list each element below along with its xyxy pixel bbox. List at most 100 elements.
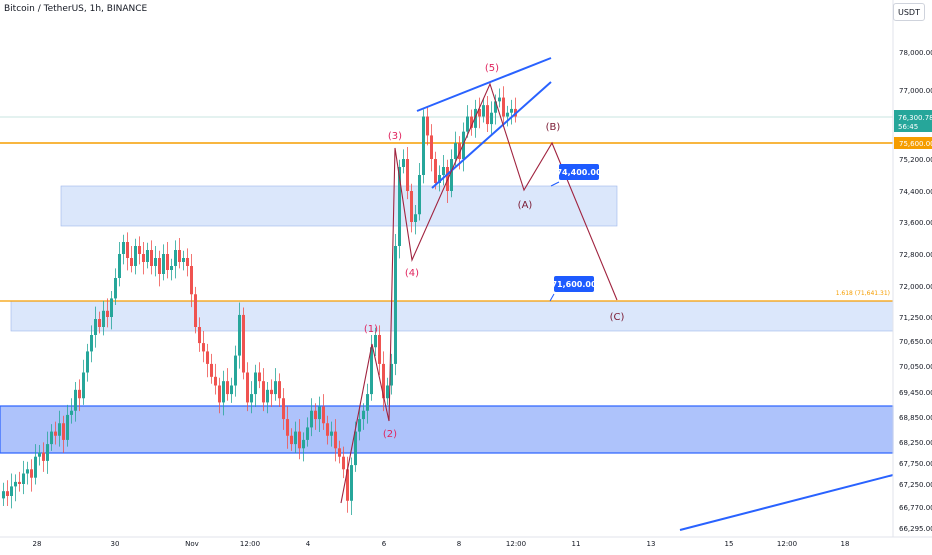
wave-label: (1) (364, 324, 378, 335)
candle-body (122, 242, 125, 254)
candle-body (186, 258, 189, 266)
target-label-box (554, 276, 594, 292)
wave-label: (C) (610, 312, 625, 323)
channel-upper-line (416, 57, 552, 112)
candle-body (150, 250, 153, 266)
candle-body (238, 314, 241, 356)
candle-body (282, 398, 285, 420)
candle-body (206, 351, 209, 364)
wave-label: (3) (388, 131, 402, 142)
candle-body (178, 250, 181, 262)
price-axis-tick: 67,750.00 (899, 460, 932, 468)
symbol-title: Bitcoin / TetherUS, 1h, BINANCE (4, 4, 148, 14)
candle-body (78, 389, 81, 399)
candle-body (138, 246, 141, 254)
candle-body (10, 486, 13, 496)
candle-body (142, 254, 145, 262)
candle-body (130, 258, 133, 266)
candle-body (6, 491, 9, 496)
candle-body (290, 435, 293, 445)
candle-body (346, 469, 349, 501)
candle-body (462, 131, 465, 159)
candle-body (322, 406, 325, 424)
elliott-wave-path (340, 82, 618, 504)
candle-body (414, 214, 417, 222)
candle-body (250, 394, 253, 403)
candle-body (486, 105, 489, 125)
candle-body (106, 310, 109, 317)
candle-body (82, 372, 85, 399)
candle-body (270, 389, 273, 395)
candle-body (450, 159, 453, 191)
candle-body (210, 363, 213, 377)
target-pointer (549, 293, 555, 302)
candle-body (394, 246, 397, 364)
candle-body (422, 116, 425, 175)
candle-body (58, 423, 61, 436)
price-axis-tick: 70,050.00 (899, 363, 932, 371)
candle-body (54, 431, 57, 436)
candle-body (318, 406, 321, 420)
current-price-value: 76,300.78 (898, 114, 932, 122)
candle-body (154, 258, 157, 266)
candle-body (50, 431, 53, 445)
trend-line-bottom (679, 474, 894, 531)
candle-body (114, 278, 117, 299)
candle-body (254, 372, 257, 395)
candle-body (230, 385, 233, 395)
candle-body (86, 351, 89, 373)
level-price-tag-text: 75,600.00 (899, 140, 932, 148)
candle-body (98, 319, 101, 327)
candle-body (42, 452, 45, 461)
current-price-countdown: 56:45 (898, 123, 918, 131)
candle-body (90, 335, 93, 352)
candle-body (234, 355, 237, 386)
candle-body (478, 108, 481, 117)
candle-body (354, 431, 357, 466)
candle-body (102, 310, 105, 327)
candle-body (494, 101, 497, 113)
wave-label: (2) (383, 429, 397, 440)
time-axis-tick: 12:00 (777, 540, 797, 548)
candle-body (46, 444, 49, 461)
candle-body (490, 112, 493, 125)
candle-body (246, 372, 249, 403)
price-axis-tick: 69,450.00 (899, 389, 932, 397)
time-axis-tick: 30 (111, 540, 120, 548)
candle-body (366, 394, 369, 411)
candle-body (274, 381, 277, 395)
candle-body (194, 294, 197, 327)
price-axis-tick: 66,770.00 (899, 504, 932, 512)
time-axis-tick: Nov (185, 540, 199, 548)
candle-body (182, 258, 185, 262)
candle-body (214, 376, 217, 386)
candle-body (434, 159, 437, 183)
candle-body (162, 254, 165, 274)
candle-body (438, 175, 441, 183)
candle-body (134, 246, 137, 266)
candle-body (202, 343, 205, 352)
candle-body (258, 372, 261, 382)
candle-body (474, 108, 477, 128)
supply-zone (60, 185, 618, 227)
candle-body (338, 448, 341, 457)
candle-body (350, 465, 353, 501)
wave-label: (B) (546, 122, 561, 133)
candle-body (314, 410, 317, 420)
candle-body (294, 431, 297, 445)
candle-body (298, 431, 301, 449)
candle-body (74, 389, 77, 411)
support-zone (10, 300, 894, 332)
candle-body (458, 143, 461, 159)
candle-body (66, 414, 69, 440)
currency-selector[interactable]: USDT (893, 3, 925, 21)
candle-body (330, 431, 333, 436)
candle-body (38, 452, 41, 457)
price-axis-tick: 66,295.00 (899, 525, 932, 533)
current-price-badge (894, 110, 932, 132)
candle-body (466, 116, 469, 132)
time-axis-tick: 18 (841, 540, 850, 548)
candle-body (198, 327, 201, 344)
